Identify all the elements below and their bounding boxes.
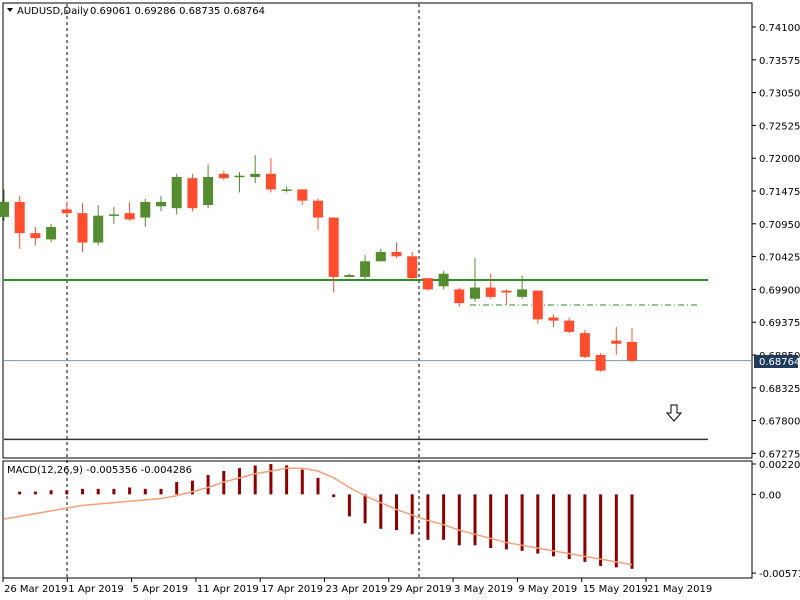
candle [61, 201, 72, 216]
candle [124, 201, 135, 221]
candle [93, 205, 104, 246]
date-tick-label: 23 Apr 2019 [326, 584, 388, 595]
candle [0, 189, 9, 221]
price-tick-label: 0.69375 [759, 318, 800, 329]
candle [548, 314, 559, 327]
candle [391, 242, 402, 259]
macd-signal-line [3, 467, 633, 566]
candle [265, 158, 276, 193]
date-tick-label: 11 Apr 2019 [197, 584, 259, 595]
candle [470, 258, 480, 302]
date-tick-label: 5 Apr 2019 [133, 584, 188, 595]
candle [187, 173, 198, 212]
candle [375, 248, 386, 262]
candle [438, 270, 449, 290]
candle [77, 203, 88, 252]
current-price-box [754, 355, 798, 368]
date-tick-label: 3 May 2019 [454, 584, 513, 595]
candle [14, 195, 25, 249]
candle [108, 206, 119, 224]
price-tick-label: 0.73575 [759, 56, 800, 67]
macd-indicator [3, 464, 634, 569]
macd-tick-label: 0.002205 [759, 460, 800, 471]
price-tick-label: 0.74100 [759, 23, 800, 34]
candles [0, 155, 637, 372]
candle [250, 155, 261, 184]
date-tick-label: 15 May 2019 [583, 584, 648, 595]
price-pane-frame [2, 2, 753, 459]
candle [485, 273, 496, 299]
candle [344, 273, 355, 277]
horizontal-levels [4, 279, 752, 441]
candle [532, 290, 543, 324]
candle [203, 164, 214, 209]
price-tick-label: 0.73050 [759, 89, 800, 100]
date-tick-label: 21 May 2019 [647, 584, 712, 595]
macd-label: MACD(12,26,9) -0.005356 -0.004286 [7, 465, 192, 476]
candle [611, 326, 622, 355]
price-tick-label: 0.69900 [759, 285, 800, 296]
candle [517, 275, 528, 299]
candle [579, 330, 590, 359]
down-arrow-icon[interactable] [665, 404, 683, 422]
date-axis: 26 Mar 2019 1 Apr 2019 5 Apr 2019 11 Apr 20… [2, 578, 712, 595]
macd-tick-label: 0.00 [759, 490, 781, 501]
price-axis: 0.74100 0.73575 0.73050 0.72525 0.72000 0.714… [752, 23, 800, 460]
macd-axis: 0.002205 0.00 -0.005716 [752, 460, 800, 580]
candle [281, 186, 292, 193]
symbol-label: AUDUSD,Daily [17, 6, 89, 17]
date-tick-label: 1 Apr 2019 [68, 584, 123, 595]
dropdown-triangle-icon[interactable] [7, 8, 13, 12]
date-tick-label: 9 May 2019 [518, 584, 577, 595]
price-tick-label: 0.70425 [759, 253, 800, 264]
candle [218, 170, 229, 181]
macd-tick-label: -0.005716 [759, 569, 800, 580]
price-tick-label: 0.72000 [759, 154, 800, 165]
candle [328, 217, 339, 293]
price-tick-label: 0.72525 [759, 121, 800, 132]
candle [140, 198, 151, 227]
date-tick-label: 29 Apr 2019 [390, 584, 452, 595]
macd-pane-frame [2, 460, 753, 579]
candle [46, 223, 57, 243]
price-tick-label: 0.67800 [759, 417, 800, 428]
price-tick-label: 0.70950 [759, 220, 800, 231]
candle [156, 195, 166, 212]
candle [422, 278, 433, 291]
candle [360, 255, 371, 281]
price-tick-label: 0.68325 [759, 384, 800, 395]
candle [454, 287, 465, 307]
candle [234, 171, 245, 193]
candle [595, 353, 606, 372]
candle [627, 328, 637, 363]
candle [171, 173, 182, 215]
candle [297, 189, 308, 206]
price-tick-label: 0.67275 [759, 449, 800, 460]
ohlc-label: 0.69061 0.69286 0.68735 0.68764 [90, 6, 265, 17]
candle [30, 226, 41, 246]
date-tick-label: 17 Apr 2019 [261, 584, 323, 595]
price-tick-label: 0.71475 [759, 187, 800, 198]
date-tick-label: 26 Mar 2019 [4, 584, 67, 595]
candle [501, 289, 512, 306]
candle [313, 198, 323, 231]
candle [564, 317, 575, 334]
current-price-label: 0.68764 [759, 357, 800, 368]
candle [407, 251, 418, 281]
